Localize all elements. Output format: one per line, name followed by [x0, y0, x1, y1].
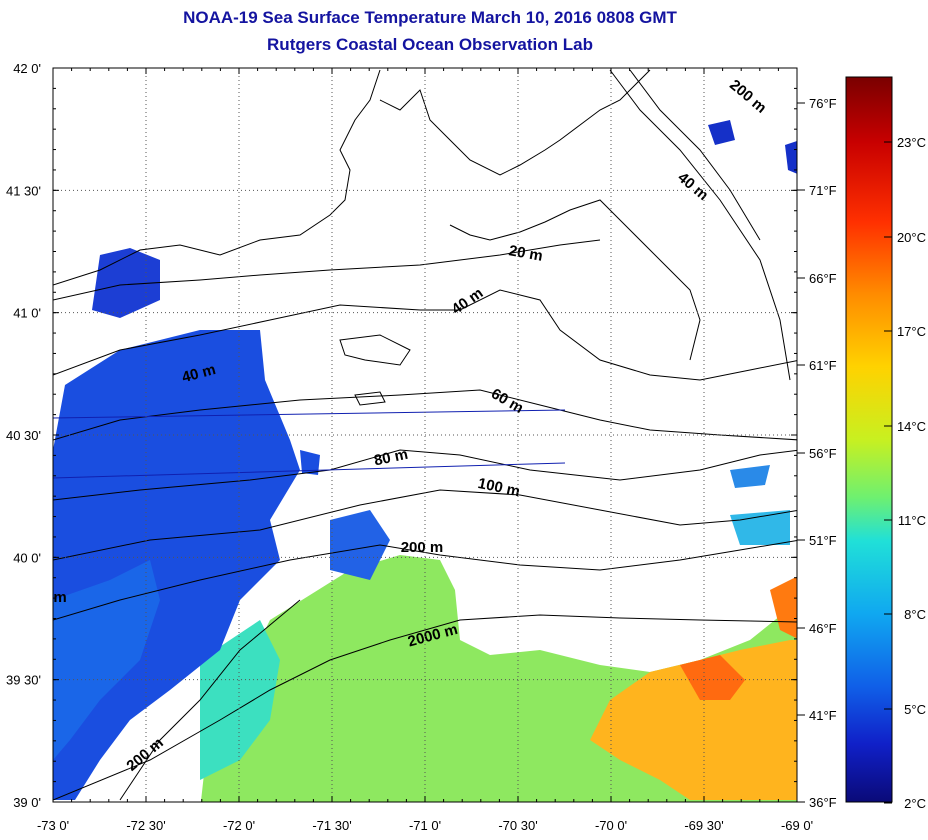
celsius-label: 14°C: [897, 419, 926, 434]
lon-tick-label: -71 30': [312, 818, 351, 833]
coastline: [53, 69, 651, 286]
contour-200m: [53, 539, 797, 621]
celsius-label: 23°C: [897, 135, 926, 150]
contour-gulf-40m: [629, 69, 761, 241]
lat-tick-label: 40 30': [6, 428, 41, 443]
lon-tick-label: -72 30': [126, 818, 165, 833]
contour-60m: [53, 389, 797, 441]
contour-label: 100 m: [476, 475, 521, 500]
contour-label: 40 m: [674, 169, 711, 204]
fahrenheit-label: 41°F: [809, 708, 837, 723]
contour-label: 200 m: [726, 76, 770, 116]
sst-cold-region-2: [53, 560, 160, 760]
lat-tick-label: 40 0': [13, 550, 41, 565]
sst-blue-patch: [330, 510, 390, 580]
colorbar-labels: 23°C 20°C 17°C 14°C 11°C 8°C 5°C 2°C 76°F 71°F 66°…: [797, 96, 926, 811]
lon-tick-label: -72 0': [223, 818, 255, 833]
fahrenheit-label: 71°F: [809, 183, 837, 198]
celsius-label: 17°C: [897, 324, 926, 339]
lon-tick-label: -69 30': [684, 818, 723, 833]
contour-label: 80 m: [373, 446, 410, 470]
contour-label: 60 m: [488, 385, 526, 417]
fahrenheit-label: 61°F: [809, 358, 837, 373]
map-grid: [53, 68, 797, 802]
lat-tick-label: 39 0': [13, 795, 41, 810]
contour-label: 200 m: [401, 539, 444, 556]
fahrenheit-label: 51°F: [809, 533, 837, 548]
lat-tick-label: 42 0': [13, 61, 41, 76]
fahrenheit-label: 56°F: [809, 446, 837, 461]
transect-line-1: [53, 409, 566, 419]
sst-blue-ne-2: [785, 141, 797, 174]
celsius-label: 5°C: [904, 702, 926, 717]
lon-tick-label: -70 0': [595, 818, 627, 833]
contour-label: 20 m: [507, 242, 544, 265]
map-ticks: -73 0' -72 30' -72 0' -71 30' -71 0' -70 30' -…: [6, 61, 813, 833]
transect-line-2: [53, 462, 566, 479]
contour-80m: [53, 449, 797, 501]
lon-tick-label: -73 0': [37, 818, 69, 833]
fahrenheit-label: 36°F: [809, 795, 837, 810]
colorbar: [845, 76, 893, 803]
lat-tick-label: 39 30': [6, 673, 41, 688]
sst-blue-cape: [300, 450, 320, 475]
sst-red-core: [680, 655, 745, 700]
celsius-label: 8°C: [904, 607, 926, 622]
lon-tick-label: -69 0': [781, 818, 813, 833]
sst-red-east: [770, 576, 797, 639]
coastline-cape: [449, 199, 701, 361]
lat-tick-label: 41 0': [13, 306, 41, 321]
sst-blue-east: [730, 465, 770, 488]
lon-tick-label: -70 30': [498, 818, 537, 833]
sst-blue-south: [140, 455, 240, 520]
lon-tick-label: -71 0': [409, 818, 441, 833]
map-title: NOAA-19 Sea Surface Temperature March 10…: [183, 8, 677, 27]
contour-100m: [53, 489, 797, 561]
celsius-label: 11°C: [898, 513, 926, 528]
contour-2000m: [53, 614, 797, 801]
sst-cyan-region: [200, 620, 280, 780]
contour-20m: [53, 239, 601, 301]
fahrenheit-label: 46°F: [809, 621, 837, 636]
contour-gulf-200m: [609, 69, 791, 381]
lat-tick-label: 41 30': [6, 183, 41, 198]
coastline-islands: [339, 334, 411, 406]
contour-label: 40 m: [449, 285, 487, 319]
celsius-label: 20°C: [897, 230, 926, 245]
contour-label: m: [53, 589, 66, 606]
map-subtitle: Rutgers Coastal Ocean Observation Lab: [267, 35, 593, 54]
fahrenheit-label: 66°F: [809, 271, 837, 286]
contour-40m: [53, 289, 797, 381]
contour-200m-sw: [119, 599, 301, 801]
sst-blue-ne: [708, 120, 735, 145]
celsius-label: 2°C: [904, 796, 926, 811]
sst-cyan-east: [730, 510, 790, 545]
fahrenheit-label: 76°F: [809, 96, 837, 111]
